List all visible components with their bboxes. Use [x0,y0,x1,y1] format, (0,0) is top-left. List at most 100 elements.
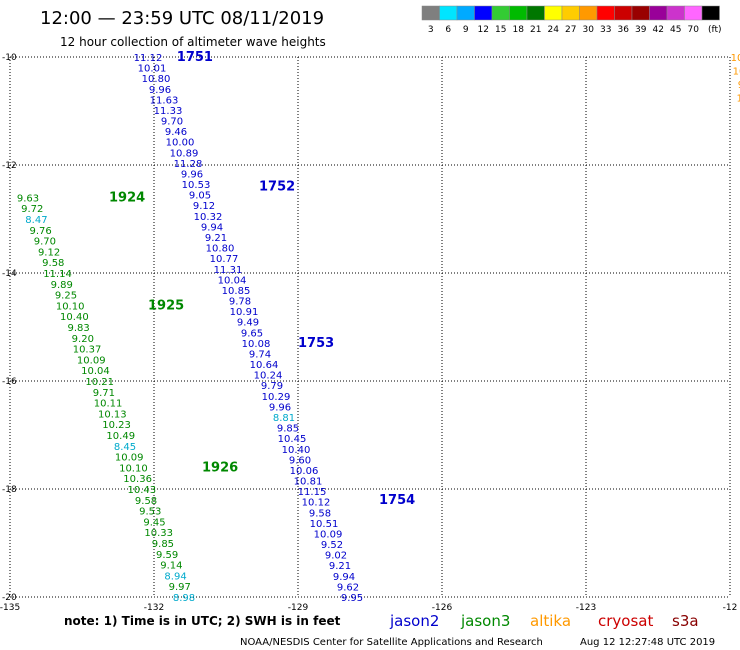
swh-value: 9.74 [249,349,271,360]
swh-value: 10.40 [60,312,89,323]
swh-value: 10.11 [94,399,123,410]
legend-swatch [579,5,598,21]
swh-value: 9.70 [34,237,56,248]
y-tick-label: -12 [2,161,17,171]
swh-value: 11.63 [150,95,179,106]
x-tick-label: -12 [723,603,738,613]
legend-label: 15 [495,25,506,35]
swh-value: 8.47 [25,215,47,226]
swh-value: 11.31 [214,265,243,276]
y-tick-label: -10 [2,53,17,63]
swh-value: 10.10 [119,463,148,474]
swh-value: 9.49 [237,318,259,329]
swh-value: 9.95 [341,593,363,604]
pass-label: 1924 [109,190,145,205]
swh-value: 10.00 [166,138,195,149]
swh-value: 9.58 [42,258,64,269]
swh-value: 9.94 [333,572,355,583]
swh-value: 9.94 [201,222,223,233]
swh-value: 10.09 [115,453,144,464]
swh-value: 9.12 [38,247,60,258]
swh-value: 10.23 [102,420,131,431]
swh-value: 10.89 [170,148,199,159]
swh-value: 10.43 [128,485,157,496]
swh-value: 8.45 [114,442,136,453]
pass-label: 1754 [379,493,415,508]
swh-value: 10.85 [222,286,251,297]
legend-label: 3 [428,25,434,35]
swh-value: 10.36 [123,474,152,485]
swh-value: 10.64 [250,360,279,371]
legend-label: 45 [670,25,681,35]
x-tick-label: -129 [288,603,309,613]
swh-value: 10.77 [210,254,239,265]
swh-value: 9.05 [189,191,211,202]
swh-value: 9.52 [321,540,343,551]
swh-value: 9.59 [156,550,178,561]
legend-label: 6 [445,25,451,35]
swh-value: 9.63 [17,193,39,204]
pass-label: 1753 [298,336,334,351]
swh-value: 9.58 [309,508,331,519]
swh-value: 9.25 [55,291,77,302]
legend-label: 24 [548,25,560,35]
footer-note: note: 1) Time is in UTC; 2) SWH is in fe… [64,614,341,628]
swh-value: 9.96 [269,402,291,413]
swh-value: 10.29 [262,392,291,403]
legend-swatch [701,5,720,21]
swh-value: 10.91 [230,307,259,318]
x-tick-label: -132 [144,603,164,613]
swh-value: 9.76 [30,226,52,237]
pass-label: 1751 [177,50,213,65]
y-tick-label: -16 [2,377,17,387]
swh-value: 9.65 [241,328,263,339]
swh-value: 9.60 [289,455,311,466]
y-tick-label: -14 [2,269,17,279]
swh-value: 10.51 [310,519,339,530]
footer-credit: NOAA/NESDIS Center for Satellite Applica… [240,637,543,648]
axis-ticks: -135 -132 -129 -126 -123 -12 -10 -12 -14 -16 -18 -2… [0,53,737,613]
y-tick-label: -18 [2,485,17,495]
swh-value: 10.04 [218,275,247,286]
swh-value: 10.32 [194,212,223,223]
swh-value: 11.28 [174,159,203,170]
swh-value: 10.21 [85,377,114,388]
legend-swatch [666,5,685,21]
swh-value: 10.81 [294,477,323,488]
swh-value: 9.21 [205,233,227,244]
legend-label: 9 [463,25,469,35]
swh-value: 9.83 [67,323,89,334]
swh-value: 10.12 [302,498,331,509]
satellite-name-altika: altika [530,612,571,630]
swh-value: 10.45 [278,434,307,445]
swh-value: 10.09 [314,529,343,540]
swh-value: 11.15 [298,487,327,498]
swh-value: 8.98 [173,593,195,604]
legend-swatch [491,5,510,21]
legend-swatch [544,5,563,21]
legend-swatch [526,5,545,21]
swh-value: 10.53 [182,180,211,191]
satellite-legend: jason2 jason3 altika cryosat s3a [389,612,699,630]
chart-subtitle: 12 hour collection of altimeter wave hei… [60,35,326,49]
swh-value: 11.12 [134,53,163,64]
legend-label: 12 [478,25,489,35]
swh-value: 10.10 [56,301,85,312]
swh-value: 9.02 [325,551,347,562]
swh-value: 10.28 [731,53,740,64]
legend-label: 30 [583,25,595,35]
swh-value: 10.80 [206,244,235,255]
satellite-tracks: 11.1210.0110.809.9611.6311.339.709.4610.… [17,50,740,604]
satellite-name-cryosat: cryosat [598,612,653,630]
satellite-name-jason3: jason3 [460,612,510,630]
color-legend: 3 6 9 12 15 18 21 24 27 30 33 36 39 42 45 70 (ft) [421,5,722,35]
legend-swatch [649,5,668,21]
chart-title: 12:00 — 23:59 UTC 08/11/2019 [40,8,324,29]
swh-value: 10.91 [733,67,740,78]
legend-swatch [509,5,528,21]
legend-swatch [474,5,493,21]
swh-value: 9.14 [160,561,182,572]
x-tick-label: -123 [576,603,596,613]
legend-label: 70 [688,25,700,35]
